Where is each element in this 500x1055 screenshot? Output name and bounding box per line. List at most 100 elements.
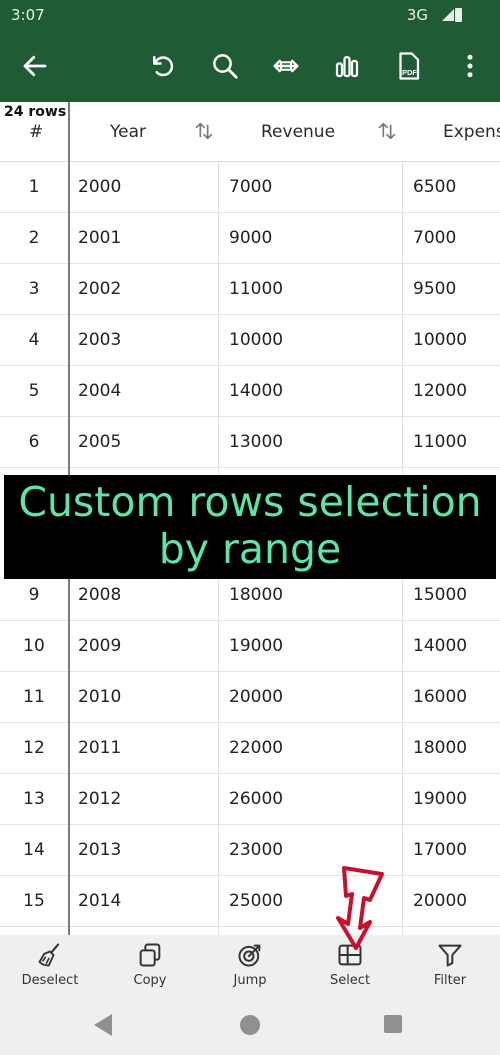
sort-icon[interactable] xyxy=(193,120,215,142)
cell-year[interactable]: 2013 xyxy=(78,840,122,860)
cell-expense[interactable]: 6500 xyxy=(413,177,457,197)
cell-revenue[interactable]: 25000 xyxy=(229,891,284,911)
pdf-icon[interactable]: PDF xyxy=(388,46,428,86)
row-number: 13 xyxy=(23,789,45,809)
app-toolbar: PDF xyxy=(0,30,500,102)
table-row[interactable]: 3 2002 11000 9500 xyxy=(0,263,500,315)
table-row[interactable]: 14 2013 23000 17000 xyxy=(0,824,500,876)
row-count-badge: 24 rows xyxy=(2,104,69,120)
cell-year[interactable]: 2003 xyxy=(78,330,122,350)
cell-expense[interactable]: 14000 xyxy=(413,636,468,656)
fit-width-icon[interactable] xyxy=(266,46,306,86)
caption-line-1: Custom rows selection xyxy=(18,478,482,526)
deselect-button[interactable]: Deselect xyxy=(0,941,100,988)
cell-expense[interactable]: 15000 xyxy=(413,585,468,605)
cell-expense[interactable]: 17000 xyxy=(413,840,468,860)
cell-revenue[interactable]: 19000 xyxy=(229,636,284,656)
back-arrow-icon[interactable] xyxy=(15,46,55,86)
row-number: 1 xyxy=(28,177,40,197)
row-number: 9 xyxy=(28,585,40,605)
cell-revenue[interactable]: 26000 xyxy=(229,789,284,809)
jump-button[interactable]: Jump xyxy=(200,941,300,988)
cell-revenue[interactable]: 14000 xyxy=(229,381,284,401)
table-row[interactable]: 2 2001 9000 7000 xyxy=(0,212,500,264)
search-icon[interactable] xyxy=(205,46,245,86)
cell-revenue[interactable]: 13000 xyxy=(229,432,284,452)
table-row[interactable]: 5 2004 14000 12000 xyxy=(0,365,500,417)
cell-expense[interactable]: 10000 xyxy=(413,330,468,350)
bottom-action-bar: Deselect Copy Jump Select Filter xyxy=(0,935,500,997)
row-number: 12 xyxy=(23,738,45,758)
header-revenue[interactable]: Revenue xyxy=(261,122,336,142)
cell-year[interactable]: 2001 xyxy=(78,228,122,248)
cell-year[interactable]: 2008 xyxy=(78,585,122,605)
cell-expense[interactable]: 18000 xyxy=(413,738,468,758)
pointer-arrow-icon xyxy=(336,866,384,950)
status-time: 3:07 xyxy=(11,6,45,24)
table-row[interactable]: 13 2012 26000 19000 xyxy=(0,773,500,825)
cell-revenue[interactable]: 10000 xyxy=(229,330,284,350)
cell-expense[interactable]: 7000 xyxy=(413,228,457,248)
cell-expense[interactable]: 12000 xyxy=(413,381,468,401)
row-number: 4 xyxy=(28,330,40,350)
row-number: 14 xyxy=(23,840,45,860)
cell-revenue[interactable]: 20000 xyxy=(229,687,284,707)
cell-expense[interactable]: 20000 xyxy=(413,891,468,911)
row-number: 11 xyxy=(23,687,45,707)
nav-recents-icon[interactable] xyxy=(384,1015,402,1033)
select-range-icon xyxy=(338,944,362,966)
row-number: 3 xyxy=(28,279,40,299)
deselect-label: Deselect xyxy=(21,973,79,988)
cell-revenue[interactable]: 22000 xyxy=(229,738,284,758)
caption-line-2: by range xyxy=(158,525,342,573)
table-row[interactable]: 1 2000 7000 6500 xyxy=(0,161,500,213)
sort-icon[interactable] xyxy=(376,120,398,142)
chart-icon[interactable] xyxy=(327,46,367,86)
cell-year[interactable]: 2002 xyxy=(78,279,122,299)
table-row[interactable]: 9 2008 18000 15000 xyxy=(0,569,500,621)
cell-year[interactable]: 2010 xyxy=(78,687,122,707)
network-type: 3G xyxy=(406,6,428,24)
filter-button[interactable]: Filter xyxy=(400,941,500,988)
table-row[interactable]: 15 2014 25000 20000 xyxy=(0,875,500,927)
cell-year[interactable]: 2011 xyxy=(78,738,122,758)
cell-year[interactable]: 2009 xyxy=(78,636,122,656)
cell-revenue[interactable]: 11000 xyxy=(229,279,284,299)
header-year[interactable]: Year xyxy=(110,122,146,142)
cell-revenue[interactable]: 23000 xyxy=(229,840,284,860)
battery-icon xyxy=(455,8,462,22)
cell-year[interactable]: 2012 xyxy=(78,789,122,809)
row-number: 10 xyxy=(23,636,45,656)
more-vert-icon[interactable] xyxy=(450,46,490,86)
table-row[interactable]: 11 2010 20000 16000 xyxy=(0,671,500,723)
table-row[interactable]: 10 2009 19000 14000 xyxy=(0,620,500,672)
copy-label: Copy xyxy=(133,973,167,988)
cell-expense[interactable]: 9500 xyxy=(413,279,457,299)
undo-icon[interactable] xyxy=(143,46,183,86)
cell-revenue[interactable]: 18000 xyxy=(229,585,284,605)
nav-back-icon[interactable] xyxy=(94,1014,112,1036)
table-row[interactable]: 4 2003 10000 10000 xyxy=(0,314,500,366)
copy-button[interactable]: Copy xyxy=(100,941,200,988)
header-expenses[interactable]: Expens xyxy=(443,122,500,142)
row-number: 6 xyxy=(28,432,40,452)
filter-label: Filter xyxy=(433,973,467,988)
cell-year[interactable]: 2014 xyxy=(78,891,122,911)
system-nav-bar xyxy=(0,997,500,1055)
table-row[interactable]: 6 2005 13000 11000 xyxy=(0,416,500,468)
cell-revenue[interactable]: 7000 xyxy=(229,177,273,197)
row-number: 15 xyxy=(23,891,45,911)
nav-home-icon[interactable] xyxy=(240,1015,260,1035)
cell-expense[interactable]: 19000 xyxy=(413,789,468,809)
select-label: Select xyxy=(329,973,371,988)
cell-expense[interactable]: 11000 xyxy=(413,432,468,452)
cell-year[interactable]: 2005 xyxy=(78,432,122,452)
table-row[interactable]: 12 2011 22000 18000 xyxy=(0,722,500,774)
cell-revenue[interactable]: 9000 xyxy=(229,228,273,248)
select-button[interactable]: Select xyxy=(300,941,400,988)
jump-label: Jump xyxy=(233,973,267,988)
table-header: # Year Revenue Expens xyxy=(0,102,500,162)
cell-year[interactable]: 2004 xyxy=(78,381,122,401)
cell-year[interactable]: 2000 xyxy=(78,177,122,197)
cell-expense[interactable]: 16000 xyxy=(413,687,468,707)
